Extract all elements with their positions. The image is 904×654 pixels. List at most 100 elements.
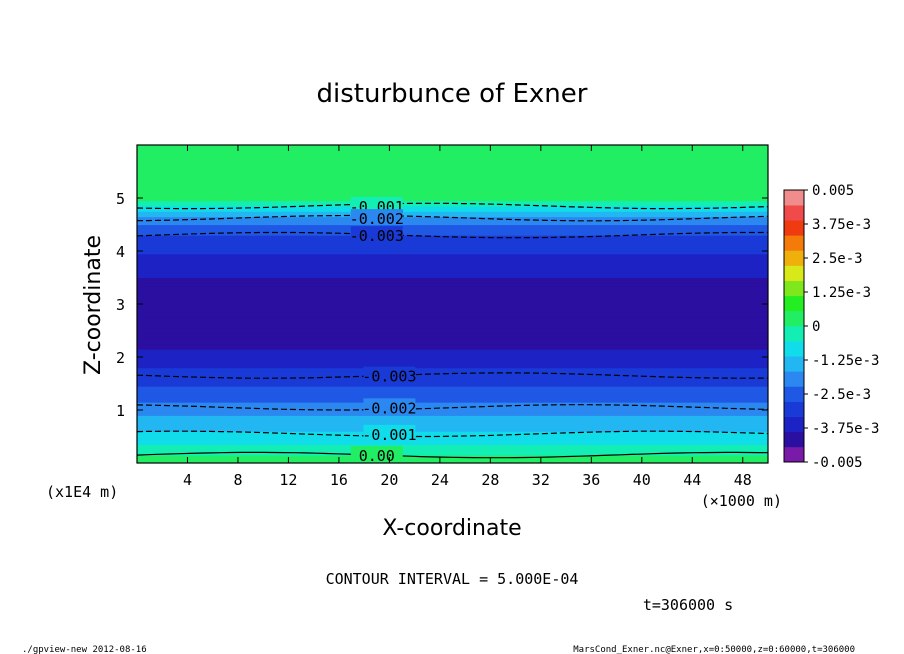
field-band: [137, 341, 768, 345]
field-band: [137, 285, 768, 289]
field-band: [137, 338, 768, 342]
field-band: [137, 261, 768, 265]
colorbar-label: -0.005: [812, 455, 863, 471]
contour-label-bg: [350, 196, 403, 213]
colorbar-segment: [784, 431, 804, 448]
field-band: [137, 322, 768, 326]
field-band: [137, 407, 768, 411]
field-band: [137, 372, 768, 377]
field-band: [137, 380, 768, 385]
field-band: [137, 439, 768, 443]
field-band: [137, 229, 768, 234]
colorbar-segment: [784, 446, 804, 463]
field-band: [137, 457, 768, 461]
field-band: [137, 362, 768, 366]
plot-area: [137, 145, 768, 463]
contour-line: [137, 202, 768, 210]
field-band: [137, 425, 768, 430]
field-band: [137, 158, 768, 162]
field-band: [137, 227, 768, 231]
field-band: [137, 404, 768, 408]
field-band: [137, 232, 768, 236]
colorbar-segment: [784, 295, 804, 312]
field-band: [137, 304, 768, 308]
field-band: [137, 367, 768, 371]
field-band: [137, 364, 768, 369]
field-band: [137, 150, 768, 154]
x-unit-label: (×1000 m): [701, 492, 782, 510]
time-text: t=306000 s: [643, 596, 733, 614]
contour-interval-text: CONTOUR INTERVAL = 5.000E-04: [326, 570, 579, 588]
field-band: [137, 256, 768, 260]
contour-label-bg: [350, 226, 403, 243]
field-band: [137, 219, 768, 223]
field-band: [137, 216, 768, 220]
contour-label: -0.003: [362, 368, 416, 386]
contour-label: -0.002: [350, 210, 404, 228]
x-tick-label: 4: [183, 471, 192, 489]
contour-label: -0.003: [350, 227, 404, 245]
field-band: [137, 335, 768, 340]
field-band: [137, 182, 768, 186]
field-band: [137, 410, 768, 414]
contour-line: [137, 451, 768, 459]
field-band: [137, 147, 768, 151]
contour-label-bg: [350, 209, 403, 226]
field-band: [137, 370, 768, 374]
y-unit-label: (x1E4 m): [46, 483, 118, 501]
field-band: [137, 203, 768, 207]
field-band: [137, 145, 768, 149]
field-band: [137, 198, 768, 202]
field-band: [137, 171, 768, 175]
y-tick-label: 4: [116, 243, 125, 261]
field-band: [137, 248, 768, 252]
field-band: [137, 160, 768, 165]
field-band: [137, 399, 768, 403]
field-band: [137, 402, 768, 406]
field-band: [137, 306, 768, 310]
field-band: [137, 441, 768, 446]
x-tick-label: 20: [380, 471, 398, 489]
colorbar-segment: [784, 386, 804, 402]
field-band: [137, 431, 768, 435]
field-band: [137, 213, 768, 218]
field-band: [137, 282, 768, 287]
field-band: [137, 354, 768, 358]
field-band: [137, 243, 768, 247]
field-band: [137, 325, 768, 329]
field-band: [137, 428, 768, 432]
field-band: [137, 444, 768, 448]
x-tick-label: 44: [683, 471, 701, 489]
x-tick-label: 32: [532, 471, 550, 489]
field-band: [137, 333, 768, 337]
field-band: [137, 415, 768, 419]
colorbar-label: 0: [812, 319, 820, 335]
colorbar-segment: [784, 310, 804, 327]
x-tick-label: 28: [481, 471, 499, 489]
field-band: [137, 357, 768, 361]
field-band: [137, 224, 768, 228]
contour-line: [137, 430, 768, 438]
y-tick-label: 1: [116, 402, 125, 420]
x-tick-label: 40: [633, 471, 651, 489]
field-band: [137, 187, 768, 191]
colorbar-segment: [784, 250, 804, 266]
field-band: [137, 290, 768, 294]
colorbar-segment: [784, 401, 804, 417]
contour-line: [137, 404, 768, 411]
contour-label-bg: [363, 366, 416, 383]
field-band: [137, 266, 768, 271]
colorbar-segment: [784, 220, 804, 236]
field-band: [137, 420, 768, 424]
colorbar: 0.005 3.75e-3 2.5e-3 1.25e-3 0 -1.25e-3 -2.5e-…: [783, 183, 879, 471]
field-band: [137, 179, 768, 183]
contour-label: -0.002: [362, 399, 416, 417]
field-band: [137, 301, 768, 305]
field-band: [137, 298, 768, 302]
field-band: [137, 200, 768, 204]
field-band: [137, 460, 768, 463]
contour-label-bg: [363, 398, 416, 415]
colorbar-label: -2.5e-3: [812, 387, 871, 403]
field-band: [137, 412, 768, 416]
